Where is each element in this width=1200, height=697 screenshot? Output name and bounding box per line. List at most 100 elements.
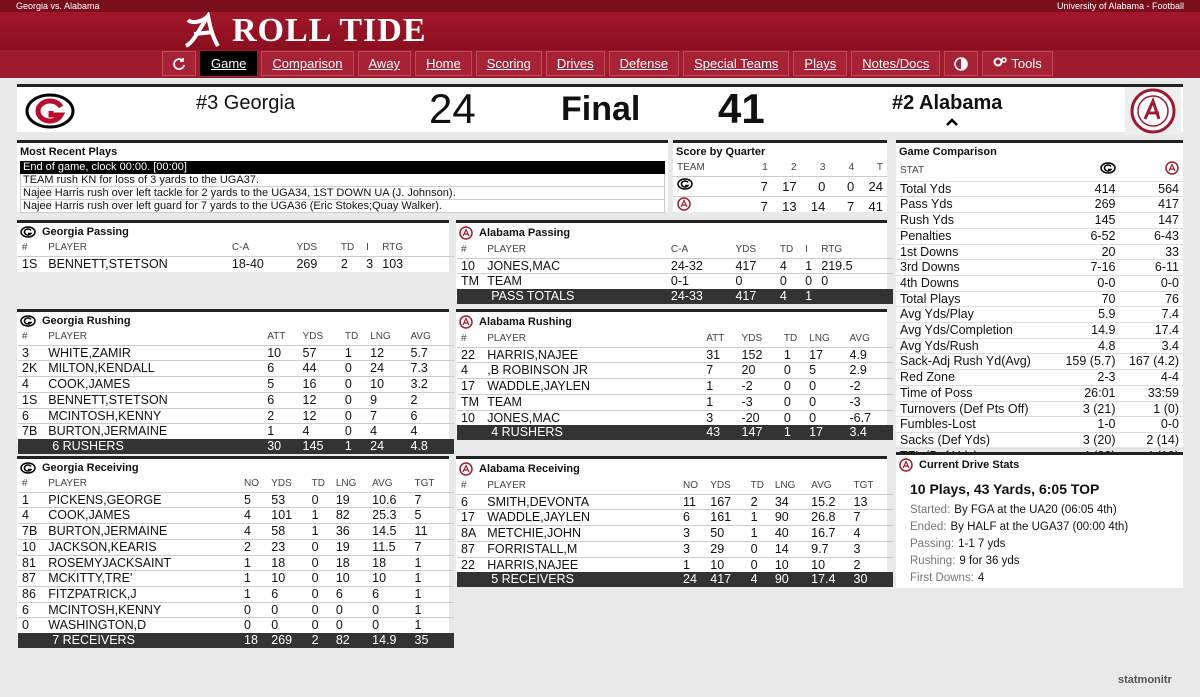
total-blank bbox=[817, 289, 893, 304]
nav-button[interactable]: Special Teams bbox=[683, 51, 790, 76]
stat-cell: 0 bbox=[372, 602, 380, 617]
stat-cell: 2 bbox=[340, 256, 348, 271]
stat-cell: 161 bbox=[710, 510, 732, 525]
stat-cell: 0 bbox=[809, 379, 817, 394]
header-cell: PLAYER bbox=[487, 244, 526, 255]
nav-button[interactable]: Tools bbox=[982, 51, 1053, 76]
header-cell: PLAYER bbox=[48, 478, 87, 489]
comparison-cell: Avg Yds/Rush bbox=[900, 338, 979, 353]
header-row: # PLAYER ATT YDS TD LNG AVG bbox=[18, 330, 454, 345]
header-cell: NO bbox=[244, 478, 260, 489]
nav-button[interactable]: Home bbox=[415, 51, 472, 76]
stat-cell: 7.3 bbox=[410, 361, 428, 376]
alabama-icon bbox=[459, 226, 473, 240]
nav-button[interactable]: Comparison bbox=[261, 51, 354, 76]
total-cell: 2 bbox=[307, 633, 332, 648]
caret bbox=[946, 118, 958, 126]
header-cell: YDS bbox=[296, 242, 318, 253]
stat-cell: 1 bbox=[414, 586, 422, 601]
stat-cell: 1S bbox=[22, 392, 38, 407]
drive-label: Passing: bbox=[910, 538, 955, 550]
stat-cell: 13 bbox=[853, 494, 868, 509]
stat-cell: TM bbox=[461, 394, 480, 409]
total-cell: 82 bbox=[331, 633, 369, 648]
comparison-cell: 414 bbox=[1094, 181, 1116, 196]
header-cell: 4 bbox=[848, 162, 855, 173]
comparison-table: STAT Total Yds 414 564 Pass Yds 269 417 Rush Yd… bbox=[896, 161, 1183, 463]
stat-cell: PICKENS,GEORGE bbox=[48, 492, 162, 507]
panel-title: Current Drive Stats bbox=[896, 455, 1183, 475]
stat-cell: 6 bbox=[461, 494, 468, 509]
nav-button[interactable]: Notes/Docs bbox=[851, 51, 941, 76]
stat-cell: 2.9 bbox=[849, 363, 867, 378]
total-blank bbox=[457, 289, 484, 304]
total-cell: 24 bbox=[366, 438, 407, 454]
stat-row: 1S BENNETT,STETSON 6 12 0 9 2 bbox=[18, 392, 454, 408]
stat-cell: BURTON,JERMAINE bbox=[48, 424, 168, 439]
panel-title: Most Recent Plays bbox=[20, 146, 118, 158]
total-label: 6 RUSHERS bbox=[44, 438, 264, 454]
stat-cell: MCKITTY,TRE' bbox=[48, 571, 133, 586]
comparison-row: 1st Downs 20 33 bbox=[896, 244, 1183, 260]
nav-button[interactable]: Game bbox=[200, 51, 258, 76]
icon-button[interactable] bbox=[944, 51, 979, 76]
stat-cell: ROSEMYJACKSAINT bbox=[48, 555, 172, 570]
header-cell: I bbox=[805, 244, 808, 255]
total-row: 4 RUSHERS 43 147 1 17 3.4 bbox=[457, 425, 893, 440]
header-cell: AVG bbox=[811, 480, 832, 491]
georgia-icon bbox=[1099, 162, 1116, 174]
stat-cell: 1 bbox=[311, 524, 319, 539]
stat-cell: 0 bbox=[271, 602, 279, 617]
stat-row: 17 WADDLE,JAYLEN 6 161 1 90 26.8 7 bbox=[457, 509, 893, 526]
stat-cell: 2 bbox=[410, 392, 418, 407]
table-panel: Georgia Rushing # PLAYER ATT YDS TD LNG AVG 3 WHI… bbox=[17, 309, 454, 454]
stat-cell: 10 bbox=[461, 258, 475, 273]
nav-button[interactable]: Scoring bbox=[475, 51, 542, 76]
comparison-cell: 0-0 bbox=[1160, 275, 1179, 290]
nav-button[interactable]: Plays bbox=[793, 51, 848, 76]
comparison-cell: 6-43 bbox=[1153, 228, 1179, 243]
comparison-cell: Penalties bbox=[900, 228, 952, 243]
total-row: 6 RUSHERS 30 145 1 24 4.8 bbox=[18, 438, 454, 454]
stat-cell: 87 bbox=[22, 571, 36, 586]
stats-table: # PLAYER NO YDS TD LNG AVG TGT 1 PICKENS,GEORGE 5 5… bbox=[18, 477, 454, 648]
icon-button[interactable] bbox=[162, 51, 196, 76]
header-cell: AVG bbox=[410, 331, 431, 342]
nav-button[interactable]: Drives bbox=[545, 51, 605, 76]
stat-cell: 6 bbox=[267, 361, 275, 376]
drive-line: First Downs: 4 bbox=[910, 570, 1169, 587]
total-cell: 145 bbox=[298, 438, 341, 454]
stat-cell: BURTON,JERMAINE bbox=[48, 524, 168, 539]
stat-cell: 5 bbox=[244, 492, 251, 507]
comparison-cell: Total Yds bbox=[900, 181, 952, 196]
stat-cell: 16.7 bbox=[811, 526, 836, 541]
nav-button[interactable]: Away bbox=[357, 51, 412, 76]
total-cell: 17.4 bbox=[807, 572, 850, 587]
header-cell: AVG bbox=[372, 478, 393, 489]
comparison-row: Avg Yds/Completion 14.9 17.4 bbox=[896, 322, 1183, 339]
stat-cell: 18 bbox=[372, 555, 387, 570]
header-row: STAT bbox=[896, 161, 1183, 181]
stat-cell: 5 bbox=[267, 377, 275, 392]
footer-brand: statmonitr bbox=[1118, 674, 1172, 686]
header-cell: 3 bbox=[819, 162, 826, 173]
stat-cell: 18 bbox=[271, 555, 286, 570]
stat-cell: 44 bbox=[302, 361, 317, 376]
stat-cell: 10 bbox=[774, 557, 789, 572]
total-label: 5 RECEIVERS bbox=[483, 572, 680, 587]
home-score: 41 bbox=[718, 85, 765, 132]
comparison-cell: 7.4 bbox=[1161, 307, 1179, 322]
stat-cell: 7B bbox=[22, 524, 38, 539]
nav-button[interactable]: Defense bbox=[608, 51, 680, 76]
stat-cell: 0 bbox=[805, 274, 813, 289]
stat-cell: 0 bbox=[311, 555, 319, 570]
total-blank bbox=[18, 633, 45, 648]
stat-row: 6 MCINTOSH,KENNY 0 0 0 0 0 1 bbox=[18, 602, 454, 618]
stat-cell: 87 bbox=[461, 541, 475, 556]
stat-cell: 7B bbox=[22, 424, 38, 439]
team-logo-cell bbox=[673, 176, 743, 196]
header-cell: # bbox=[461, 480, 467, 491]
stat-cell: 4 bbox=[244, 524, 251, 539]
stat-cell: 7 bbox=[414, 539, 422, 554]
drive-line: Ended: By HALF at the UGA37 (00:00 4th) bbox=[910, 519, 1169, 536]
